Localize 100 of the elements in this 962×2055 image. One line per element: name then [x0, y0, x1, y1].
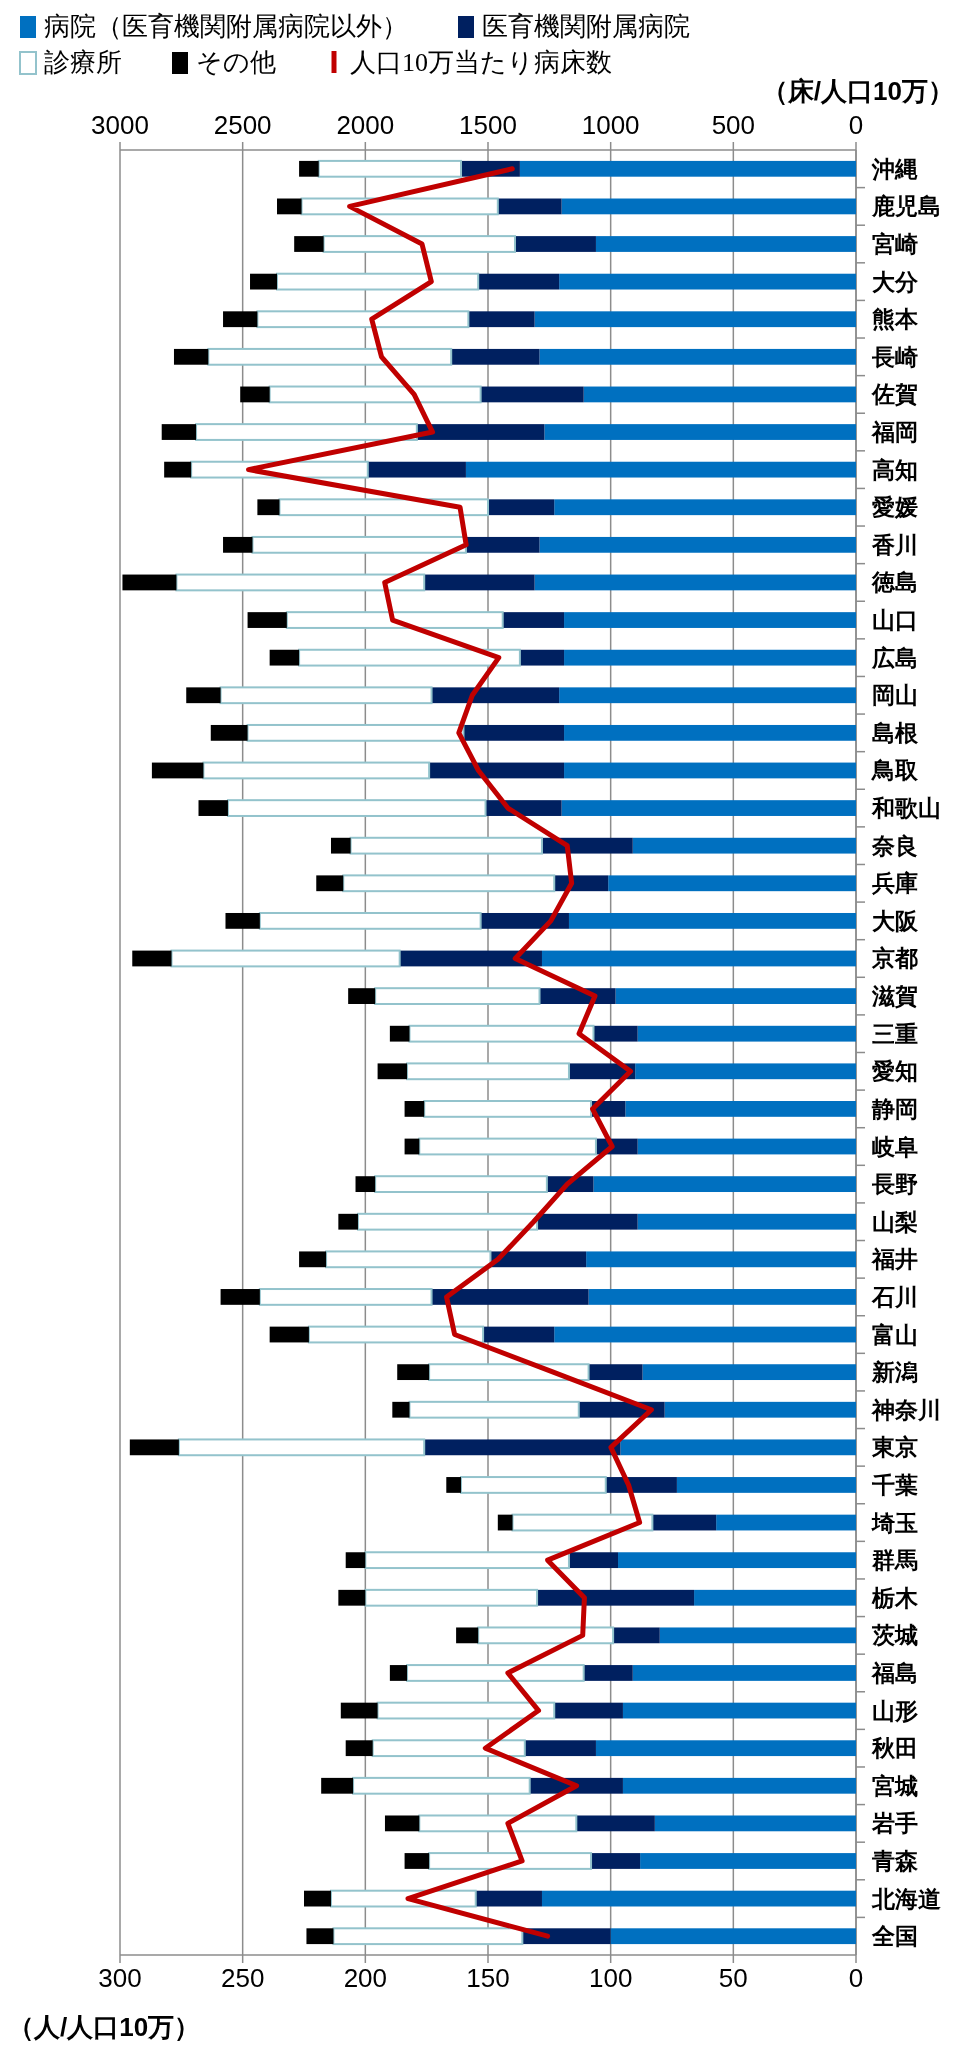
y-tick-label: 茨城 [871, 1622, 918, 1649]
bar [389, 1665, 408, 1681]
bar [299, 1251, 327, 1268]
bar [257, 499, 280, 516]
bar [583, 1665, 633, 1681]
bar [539, 348, 856, 365]
x2-tick-label: 0 [848, 110, 864, 140]
y-tick-label: 岩手 [871, 1810, 918, 1837]
legend-label: 人口10万当たり病床数 [350, 47, 612, 77]
y-tick-label: 和歌山 [871, 795, 941, 822]
bar [210, 724, 248, 741]
bar [694, 1589, 856, 1606]
bar [564, 649, 856, 666]
y-tick-label: 岐阜 [872, 1133, 918, 1160]
bar [277, 198, 302, 215]
y-tick-label: 青森 [871, 1847, 919, 1874]
bar [632, 1665, 856, 1681]
x2-tick-label: 2000 [336, 110, 395, 140]
bar [173, 348, 209, 365]
bar [384, 1815, 420, 1832]
bar [541, 837, 633, 854]
bar [223, 536, 253, 553]
x2-tick-label: 2500 [213, 110, 272, 140]
bar [122, 574, 177, 591]
y-tick-label: 大分 [872, 268, 919, 295]
bar [593, 1176, 856, 1193]
y-tick-label: 富山 [872, 1321, 918, 1348]
bar [514, 236, 596, 252]
bar [364, 1588, 539, 1607]
bar [475, 1890, 542, 1907]
bar [465, 536, 540, 553]
bar [424, 574, 535, 591]
bar [269, 649, 300, 666]
bar [246, 723, 465, 742]
y-tick-label: 北海道 [871, 1885, 941, 1912]
bar [463, 724, 565, 741]
bar [519, 160, 856, 177]
bar [541, 1890, 856, 1907]
y-tick-label: 宮城 [872, 1772, 918, 1799]
bar [534, 311, 856, 328]
bar [637, 1025, 856, 1042]
bar [568, 912, 856, 929]
bar [377, 1063, 408, 1080]
y-tick-label: 鳥取 [871, 757, 919, 784]
bar [307, 1325, 485, 1344]
bar [175, 573, 426, 592]
bar [285, 611, 504, 629]
bar [480, 386, 584, 403]
bar [250, 273, 278, 290]
y-tick-label: 徳島 [871, 569, 918, 596]
x-tick-label: 300 [98, 1963, 142, 1993]
bar [251, 535, 467, 554]
y-tick-label: 新潟 [871, 1359, 918, 1386]
y-tick-label: 群馬 [871, 1547, 918, 1574]
bar [568, 1552, 619, 1569]
x-tick-label: 250 [220, 1963, 265, 1993]
x2-tick-label: 1000 [581, 110, 640, 140]
bar [418, 1814, 578, 1833]
y-tick-label: 秋田 [871, 1735, 918, 1762]
bar [564, 724, 856, 741]
bar [637, 1138, 856, 1155]
bar [564, 612, 856, 628]
bar [564, 762, 856, 779]
y-tick-label: 埼玉 [871, 1509, 918, 1536]
y-tick-label: 京都 [871, 945, 918, 972]
y-tick-label: 島根 [872, 719, 919, 746]
bar [519, 649, 565, 666]
bar [278, 498, 489, 517]
bar [424, 1439, 621, 1456]
bar [345, 1740, 373, 1757]
y-tick-label: 全国 [871, 1923, 918, 1950]
y-tick-label: 静岡 [871, 1095, 918, 1122]
y-tick-label: 愛知 [872, 1058, 918, 1085]
bar [404, 1101, 425, 1117]
bar [416, 424, 545, 440]
bar [195, 423, 418, 441]
legend-label: 病院（医育機関附属病院以外） [44, 11, 408, 41]
y-tick-label: 高知 [872, 456, 918, 483]
bar [408, 1400, 580, 1419]
bar [322, 235, 516, 253]
bar [465, 461, 856, 478]
bar [446, 1477, 462, 1493]
bar [561, 800, 856, 816]
y-tick-label: 滋賀 [871, 983, 918, 1010]
bar [338, 1589, 366, 1606]
bar [376, 1701, 556, 1720]
y-tick-label: 大阪 [872, 907, 919, 934]
bar [593, 1025, 638, 1042]
bar [539, 536, 856, 553]
bar [177, 1438, 426, 1457]
bar [151, 762, 204, 779]
bar [342, 874, 556, 893]
bar [640, 1853, 856, 1869]
bar [258, 911, 482, 930]
bar [321, 1777, 354, 1794]
bar [541, 950, 856, 967]
y-tick-label: 福岡 [871, 419, 918, 446]
x-tick-label: 0 [848, 1963, 864, 1993]
bar [129, 1439, 179, 1456]
bar [258, 1288, 433, 1306]
